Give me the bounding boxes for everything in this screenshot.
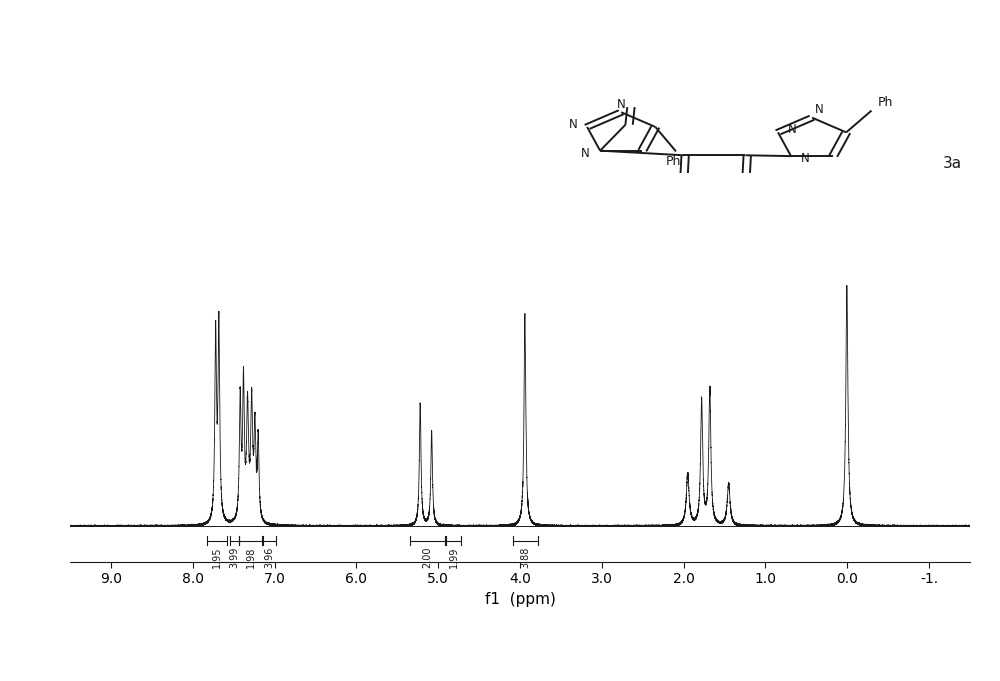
Text: N: N	[617, 97, 626, 110]
Text: 3.99: 3.99	[229, 546, 239, 568]
Text: 1.98: 1.98	[246, 546, 256, 568]
X-axis label: f1  (ppm): f1 (ppm)	[485, 592, 555, 607]
Text: N: N	[788, 123, 797, 136]
Text: N: N	[800, 153, 809, 165]
Text: Ph: Ph	[878, 97, 893, 110]
Text: 1.95: 1.95	[212, 546, 222, 568]
Text: 1.99: 1.99	[449, 546, 459, 568]
Text: 2.00: 2.00	[422, 546, 432, 568]
Text: N: N	[581, 147, 590, 160]
Text: Ph: Ph	[666, 155, 681, 168]
Text: 3a: 3a	[943, 156, 962, 171]
Text: N: N	[569, 118, 578, 131]
Text: 3.88: 3.88	[521, 546, 531, 568]
Text: N: N	[815, 103, 823, 116]
Text: 3.96: 3.96	[265, 546, 275, 568]
